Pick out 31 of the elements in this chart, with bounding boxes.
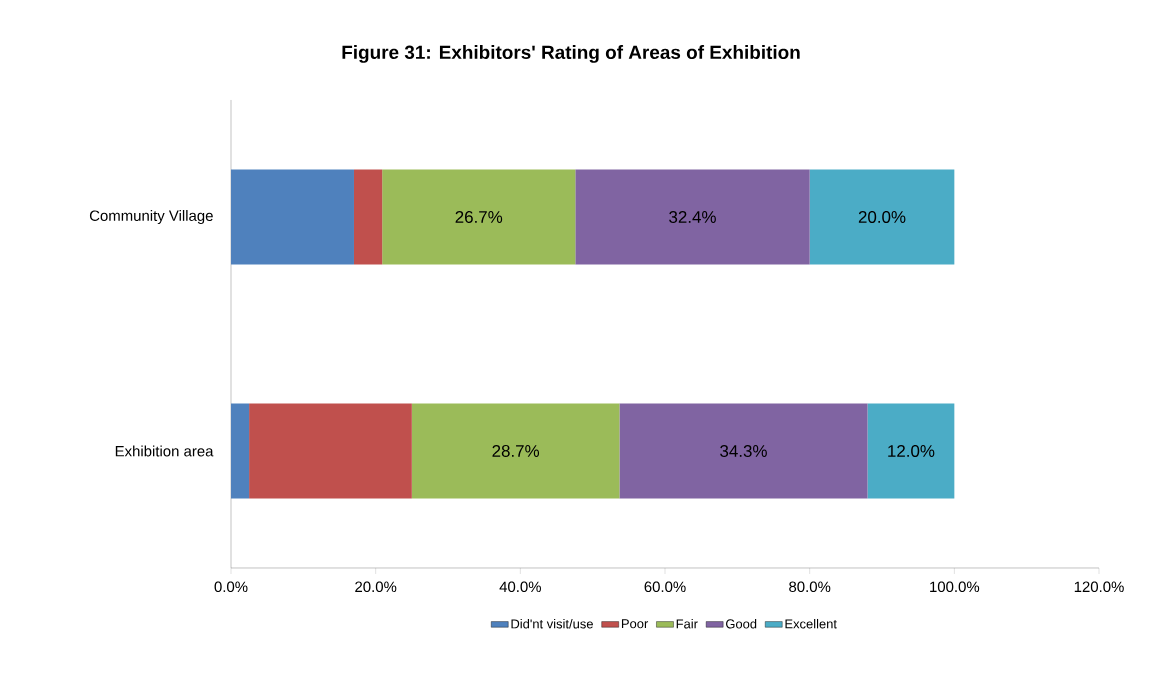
y-tick-label: Community Village (89, 210, 213, 224)
x-tick-label: 100.0% (930, 581, 980, 593)
bar (231, 169, 354, 265)
data-label: 28.7% (492, 444, 540, 457)
chart-title: Figure 31: Exhibitors' Rating of Areas of Exhibition (342, 45, 800, 63)
data-label: 32.4% (669, 210, 716, 223)
bar (867, 403, 955, 499)
x-tick-label: 0.0% (214, 581, 248, 593)
x-tick-label: 80.0% (789, 581, 831, 593)
x-tick-label: 60.0% (644, 581, 686, 593)
data-label: 34.3% (720, 444, 767, 457)
legend-label: Poor (621, 619, 649, 629)
bar (249, 403, 412, 499)
bar (619, 403, 868, 499)
y-tick-label: Exhibition area (115, 445, 214, 457)
bar (231, 403, 250, 499)
bar (575, 169, 810, 265)
data-label: 12.0% (888, 444, 935, 457)
bar (411, 403, 620, 499)
x-tick-label: 20.0% (355, 581, 397, 593)
data-label: 20.0% (858, 210, 906, 223)
legend-label: Good (726, 618, 757, 629)
legend-label: Fair (676, 618, 698, 629)
legend-label: Excellent (785, 618, 837, 629)
x-tick-label: 120.0% (1074, 581, 1124, 593)
bar (353, 169, 383, 265)
bar (382, 169, 576, 265)
data-label: 26.7% (455, 210, 503, 223)
legend-label: Did'nt visit/use (511, 618, 593, 629)
x-tick-label: 40.0% (499, 581, 541, 593)
bar (809, 169, 955, 265)
